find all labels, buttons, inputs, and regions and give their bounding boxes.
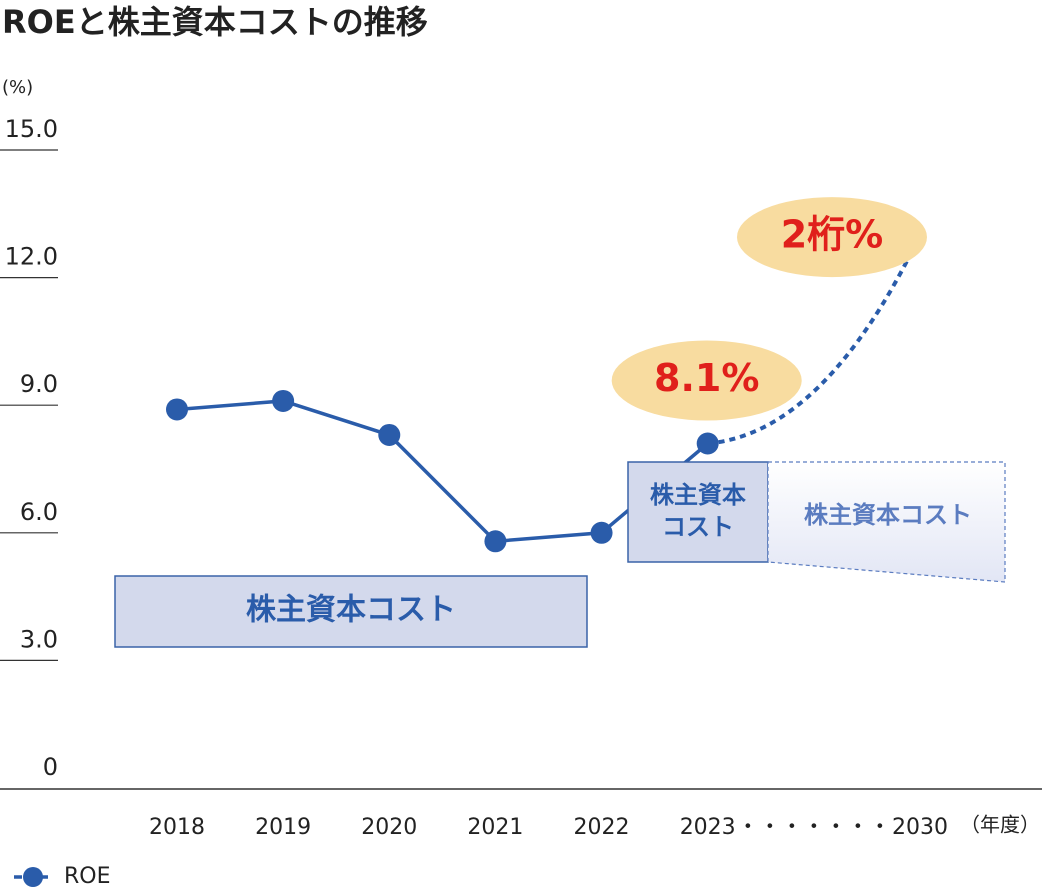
marker (166, 398, 188, 421)
cost-box (627, 461, 769, 563)
y-tick-label: 15.0 (5, 115, 58, 143)
y-tick-label: 0 (43, 753, 58, 781)
label-bg (611, 340, 802, 421)
y-tick-label: 12.0 (5, 243, 58, 271)
target-label: 2桁% (781, 213, 884, 257)
marker (378, 423, 401, 446)
cost-box-label: 株主資本コスト (804, 501, 972, 529)
legend-swatch (23, 867, 43, 887)
label-bg (736, 197, 927, 278)
x-unit: （年度） (960, 813, 1040, 837)
cost-box-label: 株主資本コスト (246, 593, 456, 628)
projection-line (707, 234, 922, 446)
x-tick-label: 2021 (467, 815, 523, 840)
y-tick-label: 6.0 (20, 498, 58, 526)
marker (272, 389, 295, 412)
y-tick-label: 3.0 (20, 625, 58, 653)
marker (590, 521, 613, 544)
chart-title: ROEと株主資本コストの推移 (2, 3, 428, 41)
y-unit: (%) (2, 77, 33, 98)
line (176, 399, 709, 544)
cost-box-label: コスト (662, 513, 734, 541)
y-tick-label: 9.0 (20, 370, 58, 398)
x-tick-label: 2020 (361, 815, 417, 840)
x-tick-label: ・・・・・・・ (737, 815, 891, 840)
x-tick-label: 2019 (255, 815, 311, 840)
x-tick-label: 2022 (574, 815, 630, 840)
cost-box (114, 575, 588, 648)
legend-label: ROE (64, 864, 111, 889)
marker (484, 530, 507, 553)
cost-box-label: 株主資本 (650, 481, 746, 509)
cost-box (767, 461, 1006, 583)
x-tick-label: 2030 (892, 815, 948, 840)
data-label: 8.1% (654, 356, 759, 400)
marker (696, 432, 719, 455)
x-tick-label: 2018 (149, 815, 205, 840)
x-tick-label: 2023 (680, 815, 736, 840)
